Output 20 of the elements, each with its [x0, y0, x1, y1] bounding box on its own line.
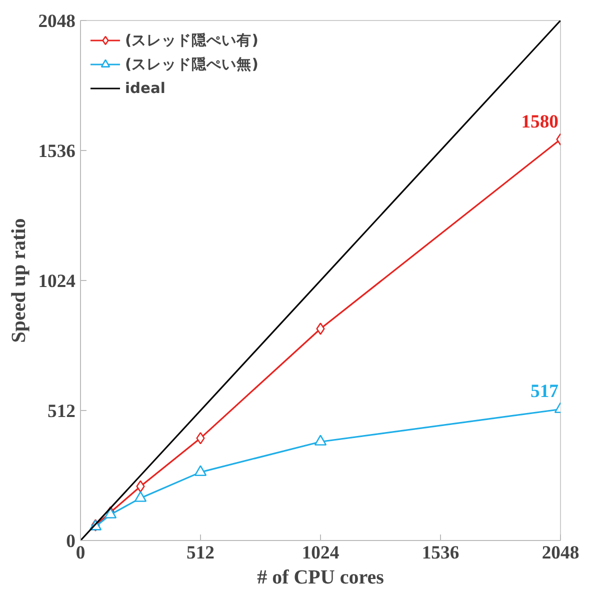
point — [314, 434, 327, 446]
legend-label: (スレッド隠ぺい無) — [125, 54, 258, 74]
x-axis-title: # of CPU cores — [257, 566, 384, 588]
x-tick-label: 2048 — [542, 542, 580, 564]
point — [194, 465, 207, 476]
legend-label: (スレッド隠ぺい有) — [125, 30, 258, 50]
y-tick-label: 1024 — [38, 271, 76, 292]
point — [196, 432, 205, 444]
y-tick-label: 2048 — [38, 11, 76, 32]
data-label: 1580 — [521, 111, 558, 132]
x-tick-label: 512 — [186, 542, 214, 564]
y-tick-label: 512 — [48, 401, 76, 422]
point — [316, 322, 325, 335]
y-axis-title: Speed up ratio — [8, 218, 30, 343]
legend-label: ideal — [125, 80, 166, 96]
x-tick-label: 1536 — [422, 542, 460, 564]
point — [134, 491, 147, 502]
x-tick-label: 1024 — [302, 542, 340, 564]
y-tick-label: 1536 — [38, 141, 76, 162]
data-label: 517 — [530, 381, 558, 402]
